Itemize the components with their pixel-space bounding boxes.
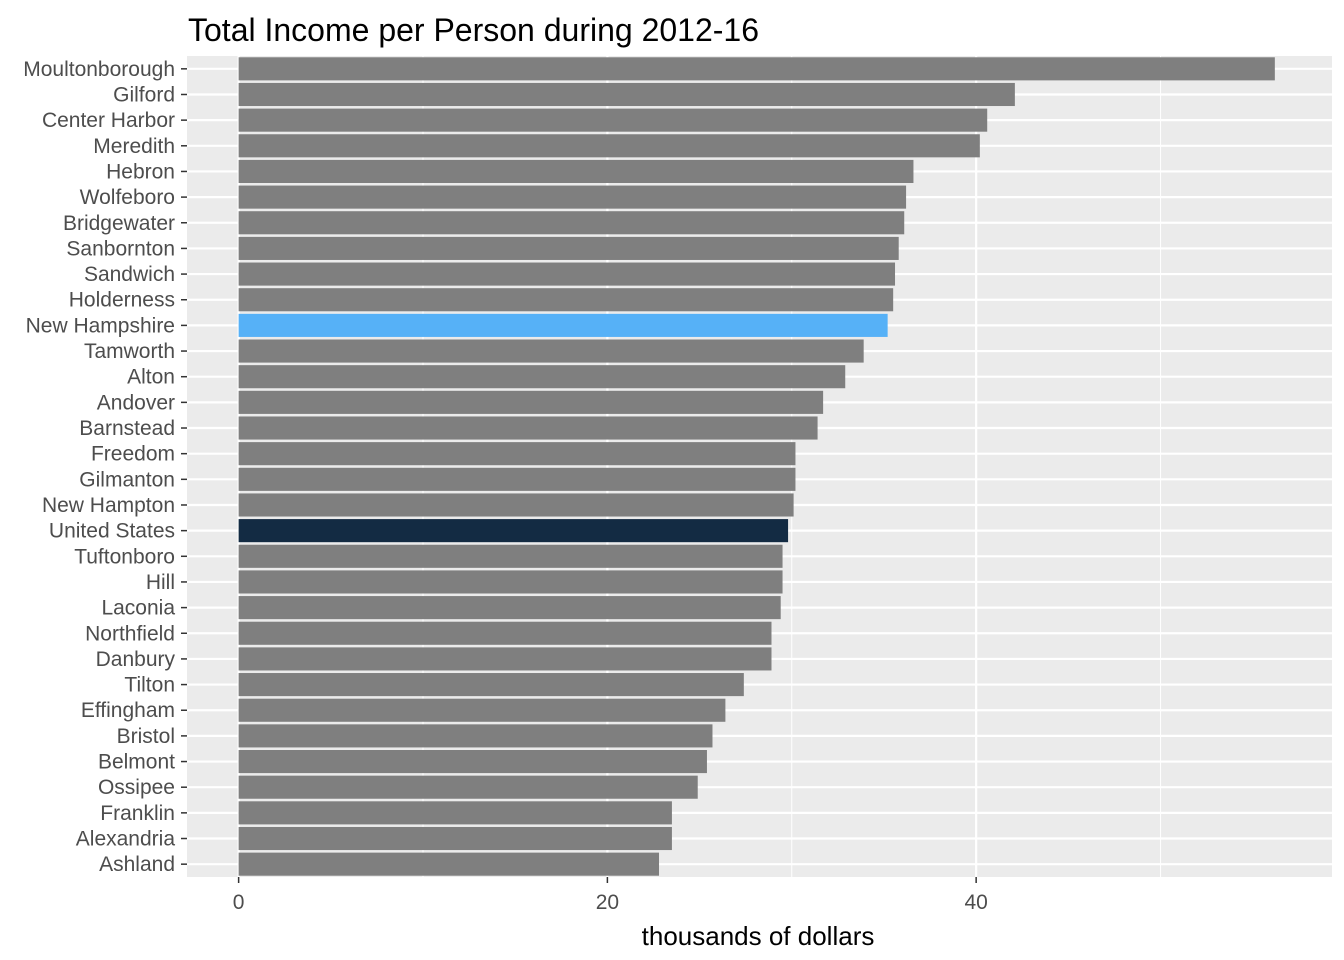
y-tick-label: Gilford [113,83,175,106]
bar [238,826,672,851]
y-tick-label: Wolfeboro [80,186,175,209]
x-tick-label: 0 [233,891,245,914]
bar [238,288,894,312]
bar [238,390,824,414]
y-tick-label: Bridgewater [63,212,175,235]
x-tick-label: 40 [964,891,987,914]
y-tick-label: Andover [97,391,175,414]
bar [238,313,888,337]
bar [238,698,726,722]
bar [238,365,846,389]
y-tick-label: Hill [146,571,175,594]
y-tick-label: Barnstead [79,417,175,440]
bar [238,775,698,799]
y-tick-label: New Hampshire [26,314,175,337]
chart-title: Total Income per Person during 2012-16 [188,12,759,48]
x-axis: 0 20 40 [233,877,988,914]
bar [238,108,988,132]
bar [238,724,713,748]
bar [238,673,744,697]
y-tick-label: Effingham [81,699,175,722]
y-tick-label: Belmont [98,751,175,774]
bar [238,57,1275,81]
bar [238,185,907,209]
y-tick-label: Holderness [69,289,175,312]
bar [238,596,781,620]
x-tick-label: 20 [596,891,619,914]
y-tick-label: Ossipee [98,776,175,799]
y-tick-label: Gilmanton [79,468,175,491]
y-tick-label: Tuftonboro [74,545,175,568]
y-tick-label: Alexandria [76,828,176,851]
x-axis-label: thousands of dollars [642,921,875,951]
bar [238,262,896,286]
bar [238,82,1015,107]
bar [238,467,796,491]
bar [238,211,905,235]
bar [238,621,772,645]
bar [238,442,796,466]
y-tick-label: Northfield [85,622,175,645]
y-tick-label: Sanbornton [66,237,175,260]
y-tick-label: Alton [127,366,175,389]
bar [238,544,783,568]
y-tick-label: New Hampton [42,494,175,517]
bar [238,801,672,825]
y-tick-label: Tamworth [84,340,175,363]
bar [238,134,980,158]
bar [238,852,660,876]
y-tick-label: Ashland [99,853,175,876]
y-tick-label: Moultonborough [23,58,175,81]
bar [238,647,772,671]
y-tick-label: Meredith [93,135,175,158]
y-tick-label: Hebron [106,160,175,183]
y-tick-label: United States [49,520,175,543]
bar [238,493,794,517]
y-tick-label: Laconia [101,597,175,620]
bar [238,416,818,440]
y-tick-label: Freedom [91,443,175,466]
bars [238,57,1275,876]
bar [238,570,783,594]
bar [238,750,707,774]
y-tick-label: Tilton [124,674,175,697]
bar [238,519,789,543]
y-tick-label: Franklin [100,802,175,825]
bar [238,236,899,260]
bar [238,339,864,363]
bar [238,159,914,183]
y-tick-label: Danbury [96,648,176,671]
y-tick-label: Bristol [117,725,175,748]
y-tick-label: Sandwich [84,263,175,286]
y-tick-label: Center Harbor [42,109,175,132]
